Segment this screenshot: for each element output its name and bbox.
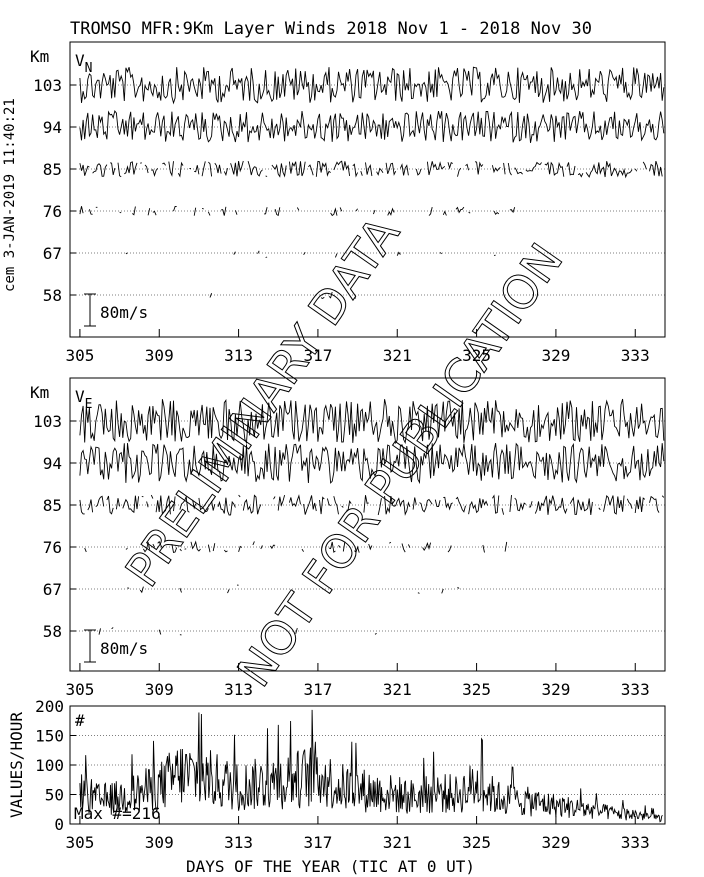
unit-label: Km xyxy=(30,47,49,66)
x-tick-label: 305 xyxy=(65,346,94,365)
side-timestamp: cem 3-JAN-2019 11:40:21 xyxy=(2,98,18,292)
wind-trace-67km xyxy=(125,250,496,258)
x-tick-label: 329 xyxy=(541,346,570,365)
x-tick-label: 321 xyxy=(383,833,412,852)
wind-trace-58km xyxy=(98,627,377,636)
x-tick-label: 333 xyxy=(621,833,650,852)
y-axis-label: VALUES/HOUR xyxy=(7,712,26,818)
x-tick-label: 321 xyxy=(383,680,412,699)
x-tick-label: 333 xyxy=(621,346,650,365)
panel-label-main: V xyxy=(75,387,85,406)
x-tick-label: 321 xyxy=(383,346,412,365)
y-tick-label: 150 xyxy=(35,727,64,746)
panel-label-main: V xyxy=(75,51,85,70)
altitude-label: 58 xyxy=(43,286,62,305)
scale-label: 80m/s xyxy=(100,303,148,322)
y-tick-label: 50 xyxy=(45,786,64,805)
wind-trace-94km xyxy=(79,442,665,485)
x-tick-label: 329 xyxy=(541,833,570,852)
x-tick-label: 325 xyxy=(462,346,491,365)
wind-trace-85km xyxy=(79,494,665,516)
panel-northward-wind: Km VN 103 94 85 76 67 58 80m/s 305 309 313 317 321 325… xyxy=(30,41,666,365)
x-tick-label: 313 xyxy=(224,680,253,699)
panel-label-subscript: E xyxy=(85,397,93,412)
altitude-label: 67 xyxy=(43,580,62,599)
y-tick-label: 200 xyxy=(35,697,64,716)
x-tick-label: 317 xyxy=(303,680,332,699)
scale-label: 80m/s xyxy=(100,639,148,658)
plot-frame xyxy=(69,377,666,672)
x-tick-label: 305 xyxy=(65,833,94,852)
x-tick-label: 333 xyxy=(621,680,650,699)
wind-trace-103km xyxy=(79,66,665,105)
panel-label-subscript: N xyxy=(85,61,93,76)
altitude-label: 76 xyxy=(43,202,62,221)
panel-label: # xyxy=(75,711,85,730)
altitude-label: 67 xyxy=(43,244,62,263)
x-tick-label: 313 xyxy=(224,833,253,852)
y-tick-label: 0 xyxy=(54,815,64,834)
wind-trace-76km xyxy=(79,206,516,217)
wind-trace-85km xyxy=(79,160,663,179)
panel-label: VN xyxy=(75,51,92,76)
altitude-label: 85 xyxy=(43,496,62,515)
wind-trace-94km xyxy=(79,109,665,143)
x-tick-label: 313 xyxy=(224,346,253,365)
x-tick-label: 325 xyxy=(462,680,491,699)
x-tick-label: 329 xyxy=(541,680,570,699)
x-tick-label: 309 xyxy=(145,833,174,852)
plot-frame xyxy=(69,41,666,338)
x-tick-label: 309 xyxy=(145,680,174,699)
altitude-label: 103 xyxy=(33,76,62,95)
altitude-label: 85 xyxy=(43,160,62,179)
x-tick-label: 309 xyxy=(145,346,174,365)
x-tick-label: 325 xyxy=(462,833,491,852)
panel-label: VE xyxy=(75,387,92,412)
x-axis-title: DAYS OF THE YEAR (TIC AT 0 UT) xyxy=(186,857,475,876)
altitude-label: 58 xyxy=(43,622,62,641)
x-tick-label: 305 xyxy=(65,680,94,699)
altitude-label: 94 xyxy=(43,454,62,473)
x-tick-label: 317 xyxy=(303,833,332,852)
panel-eastward-wind: Km VE 103 94 85 76 67 58 80m/s 305 309 313 317 321 325… xyxy=(30,377,666,699)
values-per-hour-trace xyxy=(79,709,663,823)
altitude-label: 76 xyxy=(43,538,62,557)
figure-title: TROMSO MFR:9Km Layer Winds 2018 Nov 1 - … xyxy=(70,19,592,39)
x-tick-label: 317 xyxy=(303,346,332,365)
wind-trace-103km xyxy=(79,398,665,445)
unit-label: Km xyxy=(30,383,49,402)
y-tick-label: 100 xyxy=(35,756,64,775)
altitude-label: 103 xyxy=(33,412,62,431)
altitude-label: 94 xyxy=(43,118,62,137)
